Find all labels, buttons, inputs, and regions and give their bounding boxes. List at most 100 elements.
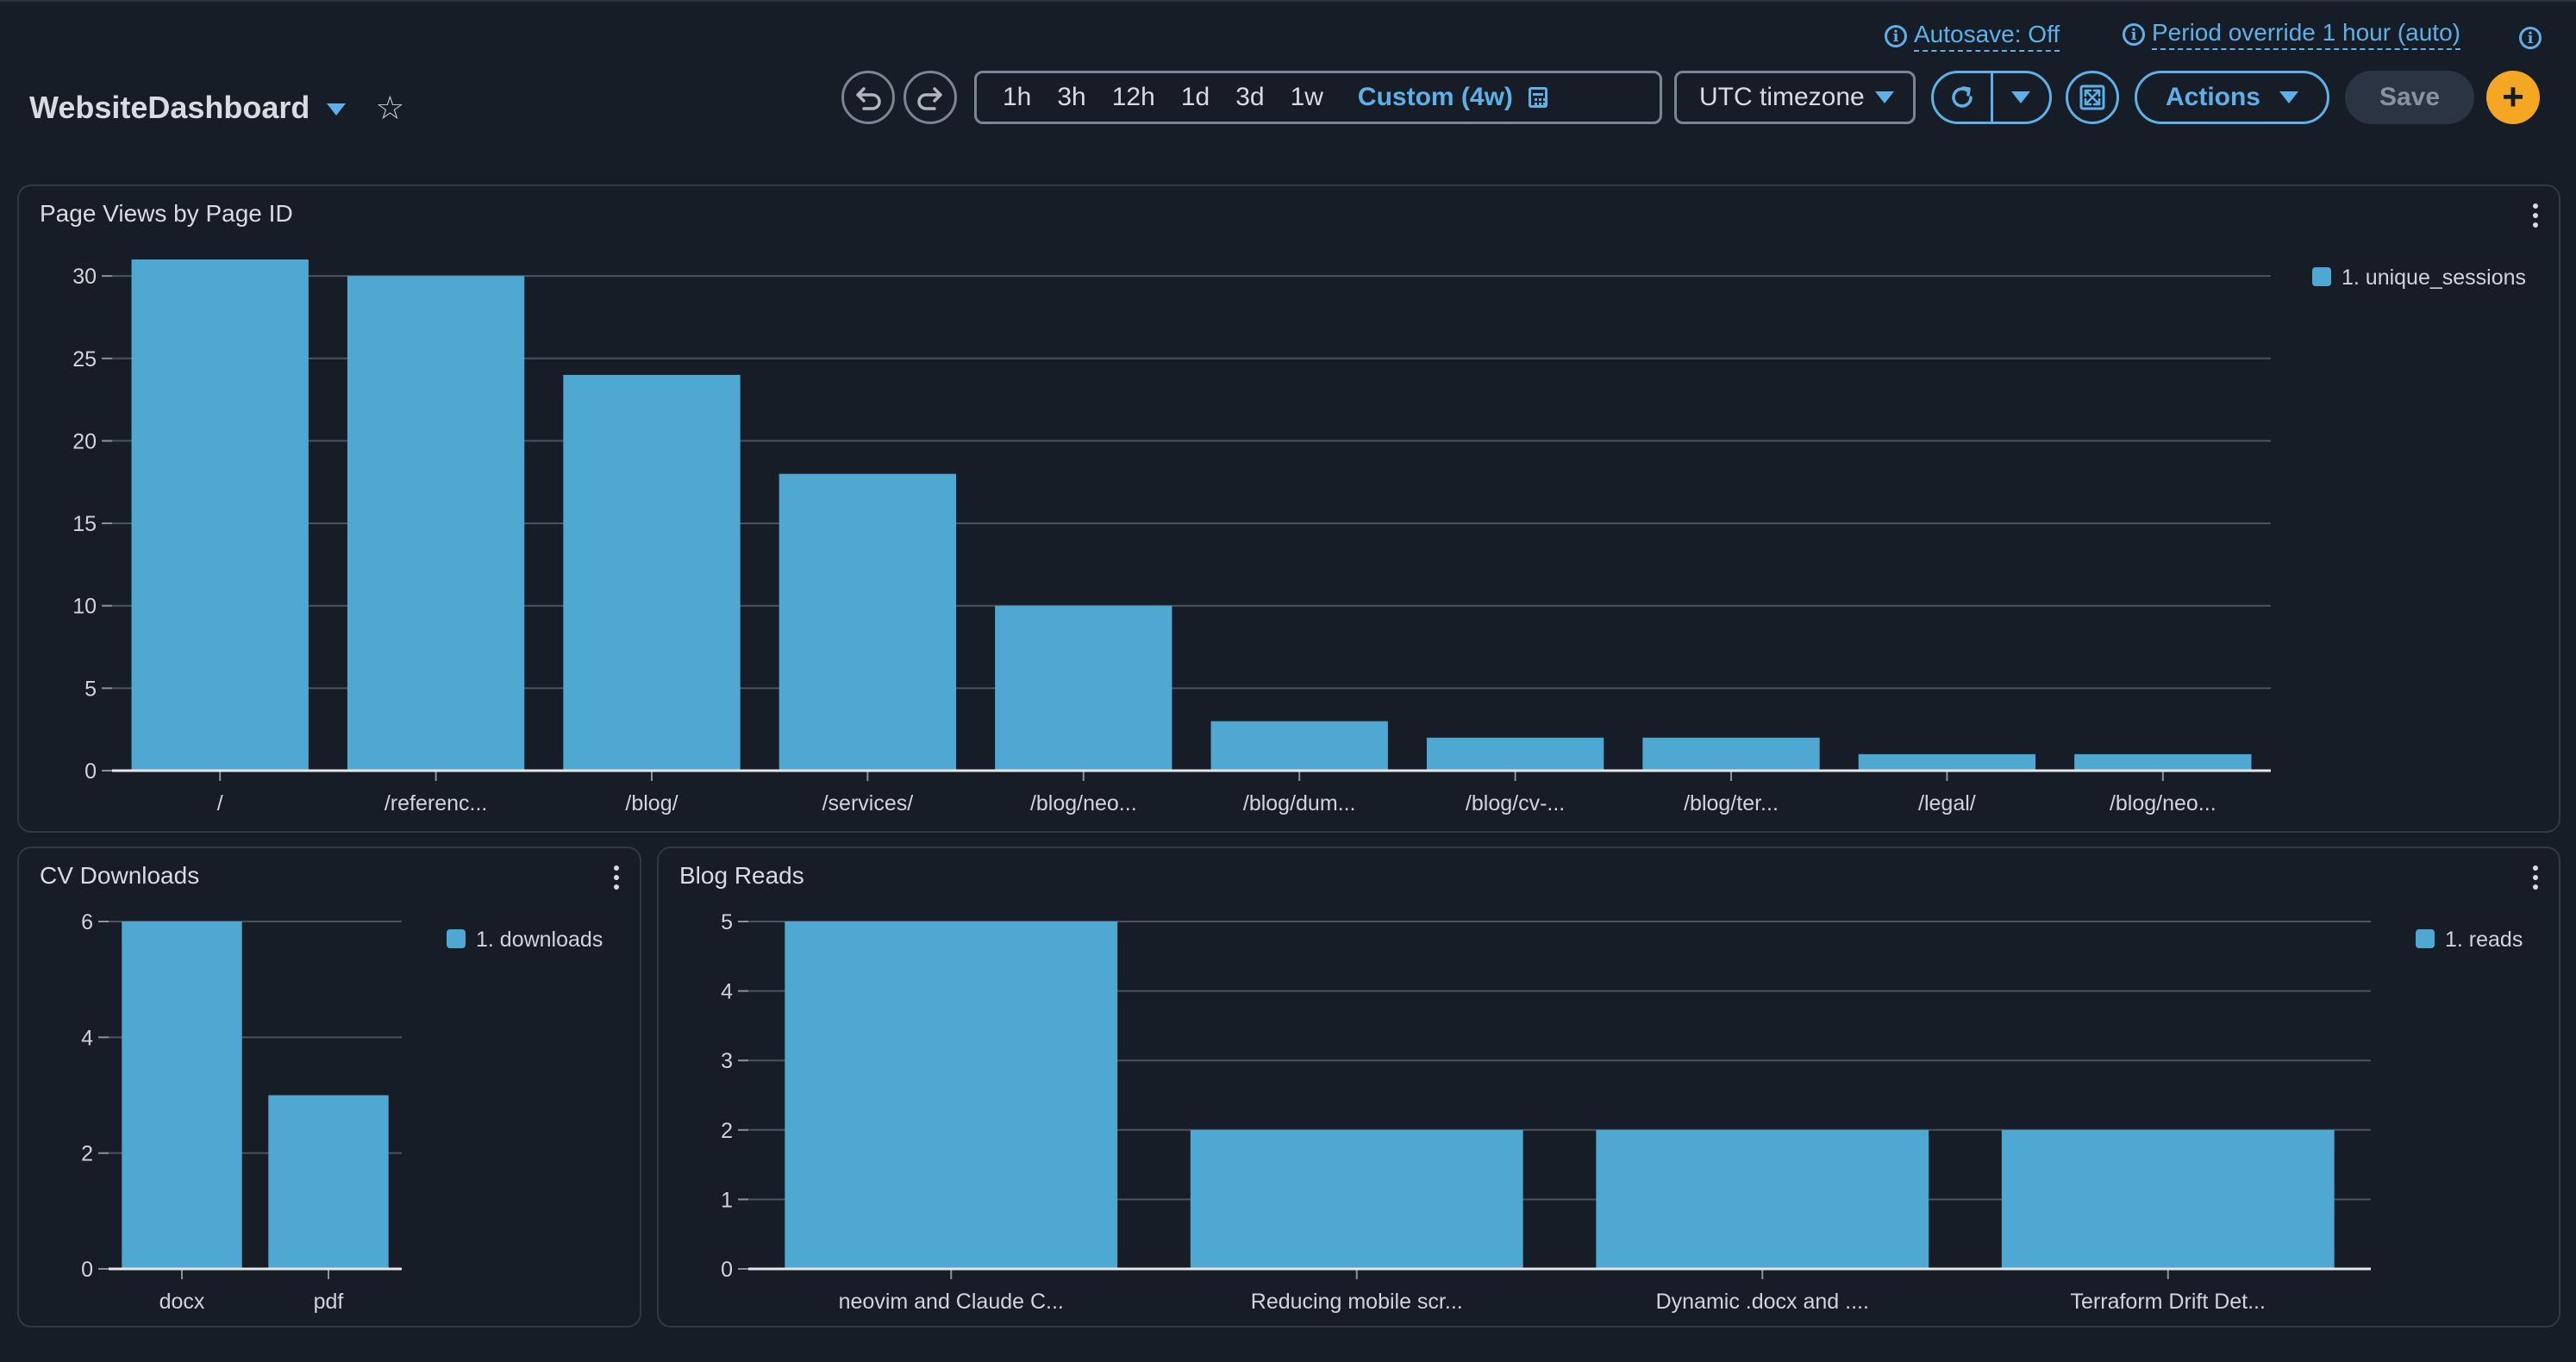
panel-title: CV Downloads [40, 862, 200, 889]
bar [563, 374, 741, 771]
x-tick-label: /legal/ [1918, 791, 1976, 815]
cv-downloads-panel: CV Downloads 0 2 4 6 docx pdf 1. downloads [17, 847, 641, 1328]
chevron-down-icon[interactable] [327, 103, 347, 116]
refresh-options-button[interactable] [1993, 73, 2050, 122]
panel-title: Page Views by Page ID [40, 200, 293, 227]
refresh-icon [1952, 86, 1973, 108]
bar [1190, 1129, 1523, 1269]
legend-label: 1. reads [2445, 928, 2523, 952]
autosave-link[interactable]: i Autosave: Off [1885, 19, 2060, 53]
info-icon: i [2519, 27, 2542, 49]
period-override-label: Period override 1 hour (auto) [2152, 19, 2460, 50]
expand-icon [2079, 84, 2105, 110]
legend-label: 1. unique_sessions [2342, 266, 2526, 290]
refresh-button[interactable] [1934, 73, 1991, 122]
y-tick-label: 1 [721, 1188, 733, 1212]
legend-label: 1. downloads [476, 928, 603, 952]
y-tick-label: 30 [72, 265, 97, 289]
kebab-menu-icon[interactable] [2533, 203, 2538, 229]
range-custom[interactable]: Custom (4w) [1357, 83, 1513, 111]
y-tick-label: 0 [721, 1258, 733, 1282]
blog-reads-chart: 0 1 2 3 4 5 neovim and Claude C... Reducing mob… [721, 910, 2523, 1314]
bar [131, 259, 309, 771]
help-info-button[interactable]: i [2519, 21, 2542, 55]
autosave-label: Autosave: Off [1914, 21, 2060, 52]
y-tick-label: 10 [72, 595, 97, 619]
range-1h[interactable]: 1h [1003, 83, 1032, 111]
x-tick-label: /blog/ter... [1684, 791, 1779, 815]
top-border [0, 0, 2576, 2]
chevron-down-icon [1875, 91, 1894, 103]
calendar-icon[interactable] [1528, 87, 1547, 108]
bar [1858, 753, 2036, 771]
y-tick-label: 2 [81, 1142, 93, 1166]
y-tick-label: 0 [81, 1258, 93, 1282]
x-tick-label: /blog/ [625, 791, 678, 815]
bar [1426, 737, 1604, 771]
fullscreen-button[interactable] [2066, 71, 2119, 124]
bar [1642, 737, 1820, 771]
undo-button[interactable] [841, 71, 895, 124]
y-tick-label: 15 [72, 512, 97, 536]
bar [778, 473, 957, 771]
x-tick-label: neovim and Claude C... [839, 1290, 1064, 1314]
bar [785, 922, 1118, 1269]
bar [2074, 753, 2252, 771]
range-1d[interactable]: 1d [1180, 83, 1210, 111]
y-tick-label: 5 [721, 910, 733, 934]
x-tick-label: Dynamic .docx and .... [1656, 1290, 1869, 1314]
blog-reads-panel: Blog Reads 0 1 2 3 4 5 neovim and Claude C... R… [657, 847, 2560, 1328]
actions-dropdown[interactable]: Actions [2135, 71, 2329, 124]
x-tick-label: Terraform Drift Det... [2071, 1290, 2266, 1314]
y-tick-label: 2 [721, 1119, 733, 1143]
dashboard-title-group: WebsiteDashboard ☆ [29, 86, 404, 129]
range-3d[interactable]: 3d [1235, 83, 1265, 111]
redo-button[interactable] [903, 71, 957, 124]
legend-swatch [2416, 929, 2435, 948]
time-range-selector: 1h 3h 12h 1d 3d 1w Custom (4w) [974, 71, 1662, 124]
bar [2001, 1129, 2335, 1269]
refresh-divider [1990, 73, 1993, 122]
x-tick-label: /referenc... [385, 791, 488, 815]
legend: 1. reads [2416, 928, 2523, 952]
page-views-panel: Page Views by Page ID 0 5 10 15 20 25 30 / /refe… [17, 184, 2560, 833]
y-tick-label: 3 [721, 1049, 733, 1073]
x-tick-label: Reducing mobile scr... [1251, 1290, 1463, 1314]
x-tick-label: /blog/cv-... [1466, 791, 1565, 815]
x-tick-label: /blog/dum... [1243, 791, 1356, 815]
y-tick-label: 4 [721, 980, 733, 1004]
save-button[interactable]: Save [2345, 71, 2474, 124]
add-widget-button[interactable]: + [2486, 71, 2540, 124]
bar [1210, 721, 1388, 771]
timezone-label: UTC timezone [1699, 83, 1865, 111]
y-tick-label: 20 [72, 429, 97, 453]
bar [347, 276, 525, 771]
timezone-select[interactable]: UTC timezone [1674, 71, 1916, 124]
y-tick-label: 5 [84, 677, 97, 701]
kebab-menu-icon[interactable] [2533, 865, 2538, 891]
y-tick-label: 25 [72, 347, 97, 372]
period-override-link[interactable]: i Period override 1 hour (auto) [2123, 17, 2460, 52]
info-icon: i [1885, 25, 1907, 47]
refresh-button-group [1931, 71, 2052, 124]
range-3h[interactable]: 3h [1057, 83, 1086, 111]
x-tick-label: / [217, 791, 223, 815]
bar [995, 605, 1172, 771]
x-tick-label: /services/ [822, 791, 914, 815]
redo-icon [917, 87, 942, 110]
x-tick-label: pdf [314, 1290, 344, 1314]
range-12h[interactable]: 12h [1111, 83, 1155, 111]
y-tick-label: 4 [81, 1026, 93, 1050]
cv-downloads-chart: 0 2 4 6 docx pdf 1. downloads [81, 910, 603, 1314]
range-1w[interactable]: 1w [1290, 83, 1323, 111]
y-tick-label: 6 [81, 910, 93, 934]
bar [1596, 1129, 1929, 1269]
page-views-chart: 0 5 10 15 20 25 30 / /referenc... /blog/ /services… [72, 259, 2526, 815]
undo-icon [856, 87, 881, 110]
chevron-down-icon [2279, 91, 2298, 103]
kebab-menu-icon[interactable] [614, 865, 619, 891]
bar [122, 922, 242, 1269]
star-icon[interactable]: ☆ [375, 90, 405, 127]
legend-swatch [447, 929, 466, 948]
x-tick-label: docx [159, 1290, 205, 1314]
